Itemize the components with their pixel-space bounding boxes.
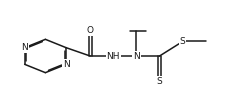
Text: NH: NH [106, 52, 120, 60]
Text: S: S [180, 37, 186, 46]
Text: N: N [63, 60, 70, 69]
Text: S: S [157, 77, 162, 86]
Text: O: O [87, 26, 94, 35]
Text: N: N [21, 43, 28, 52]
Text: N: N [133, 52, 140, 60]
